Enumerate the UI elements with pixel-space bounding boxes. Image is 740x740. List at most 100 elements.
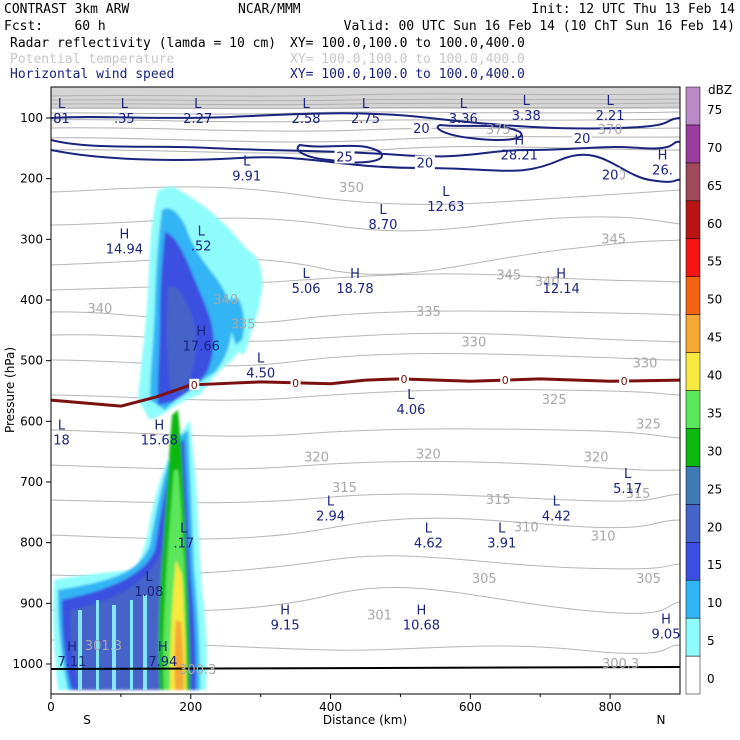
extremum-marker: H (119, 227, 129, 242)
extremum-value: 12.14 (543, 282, 580, 297)
y-tick-label: 1000 (12, 657, 43, 671)
extremum-value: 81 (53, 112, 70, 127)
freezing-level-label: 0 (292, 377, 299, 390)
extremum-marker: H (556, 267, 566, 282)
theta-contour-label: 340 (535, 275, 560, 290)
extremum-value: 14.94 (106, 242, 143, 257)
theta-contour-label: 335 (231, 317, 256, 332)
extremum-marker: L (327, 494, 335, 509)
extremum-value: 9.15 (271, 619, 300, 634)
colorbar-label: 65 (707, 179, 722, 193)
x-axis-label: Distance (km) (323, 713, 407, 727)
x-axis: 0 200 400 600 800 (47, 694, 622, 714)
colorbar-swatch (685, 504, 701, 543)
colorbar-label: 20 (707, 520, 722, 534)
wind-label-bg (572, 131, 593, 146)
theta-contour-label: 340 (213, 293, 238, 308)
theta-contour-label: 370 (598, 123, 623, 138)
extremum-value: 2.27 (183, 112, 212, 127)
freezing-label-bg (398, 372, 409, 384)
extremum-marker: L (121, 97, 129, 112)
extremum-marker: L (624, 467, 632, 482)
extremum-marker: L (145, 570, 153, 585)
theta-contour-label: 301.3 (85, 639, 122, 654)
extremum-marker: H (661, 613, 671, 628)
freezing-level-labels: 0 0 0 0 0 (189, 372, 630, 392)
theta-contour-label: 315 (626, 487, 651, 502)
theta-contour-label: 330 (633, 357, 658, 372)
extremum-marker: H (196, 324, 206, 339)
extremum-value: 3.38 (512, 109, 541, 124)
extremum-marker: L (194, 97, 202, 112)
x-axis-south-label: S (83, 713, 91, 727)
x-tick-label: 800 (599, 700, 622, 714)
freezing-level-label: 0 (191, 379, 198, 392)
extremum-marker: L (442, 185, 450, 200)
extremum-marker: H (154, 418, 164, 433)
extremum-value: .52 (191, 239, 212, 254)
field-theta-xy: XY= 100.0,100.0 to 100.0,400.0 (290, 52, 525, 67)
colorbar-label: 25 (707, 482, 722, 496)
theta-contour-label: 345 (601, 232, 626, 247)
y-tick-label: 300 (20, 232, 43, 246)
y-tick-label: 600 (20, 414, 43, 428)
colorbar-swatch (685, 617, 701, 657)
freezing-level-label: 0 (621, 375, 628, 388)
extremum-value: 4.62 (414, 537, 443, 552)
colorbar: 0 5 10 15 20 25 30 35 40 45 50 55 60 65 70 75 (685, 86, 722, 695)
freezing-level-line (51, 377, 680, 408)
wind-contour-label: 20 (413, 122, 430, 137)
wind-label-bg (600, 167, 621, 182)
colorbar-label: 40 (707, 369, 722, 383)
colorbar-label: 5 (707, 634, 715, 648)
model-title: CONTRAST 3km ARW (4, 2, 129, 17)
freezing-label-bg (290, 376, 301, 388)
extremum-marker: L (58, 418, 66, 433)
extremum-marker: L (523, 94, 531, 109)
y-tick-label: 100 (20, 111, 43, 125)
extremum-value: 1.08 (134, 585, 163, 600)
colorbar-label: 75 (707, 103, 722, 117)
extremum-marker: H (514, 133, 524, 148)
colorbar-swatch (685, 466, 701, 505)
colorbar-label: 30 (707, 444, 722, 458)
colorbar-swatch (685, 162, 701, 202)
theta-contour-label: 320 (584, 451, 609, 466)
extremum-value: 5.06 (292, 282, 321, 297)
extremum-marker: L (243, 155, 251, 170)
extremum-marker: L (198, 224, 206, 239)
field-wind-xy: XY= 100.0,100.0 to 100.0,400.0 (290, 67, 525, 82)
field-reflectivity-xy: XY= 100.0,100.0 to 100.0,400.0 (290, 36, 525, 51)
theta-contour-label: 305 (472, 572, 497, 587)
field-wind-name: Horizontal wind speed (10, 67, 174, 82)
x-tick-label: 200 (179, 700, 202, 714)
colorbar-label: 0 (707, 672, 715, 686)
theta-contour-label: 310 (514, 521, 539, 536)
extremum-marker: L (58, 97, 66, 112)
extremum-marker: H (350, 267, 360, 282)
extremum-marker: H (67, 640, 77, 655)
extremum-marker: L (407, 388, 415, 403)
extremum-value: 3.36 (449, 112, 478, 127)
y-tick-label: 900 (20, 596, 43, 610)
extremum-value: 18.78 (336, 282, 373, 297)
colorbar-swatch (685, 428, 701, 467)
ground-line (51, 666, 680, 670)
extremum-value: 2.21 (596, 109, 625, 124)
colorbar-swatch (685, 579, 701, 619)
colorbar-label: 60 (707, 217, 722, 231)
wind-label-bg (411, 120, 432, 135)
wind-speed-contours (51, 112, 680, 183)
extremum-value: 8.70 (368, 218, 397, 233)
theta-contour-label: 320 (416, 448, 441, 463)
field-reflectivity-name: Radar reflectivity (lamda = 10 cm) (10, 36, 276, 51)
extremum-value: 7.11 (57, 655, 86, 670)
theta-contour-label: 330 (461, 335, 486, 350)
extremum-marker: H (280, 604, 290, 619)
extremum-marker: L (425, 522, 433, 537)
freezing-label-bg (500, 374, 511, 386)
x-tick-label: 0 (47, 700, 55, 714)
x-tick-label: 600 (459, 700, 482, 714)
colorbar-swatch (685, 390, 701, 429)
